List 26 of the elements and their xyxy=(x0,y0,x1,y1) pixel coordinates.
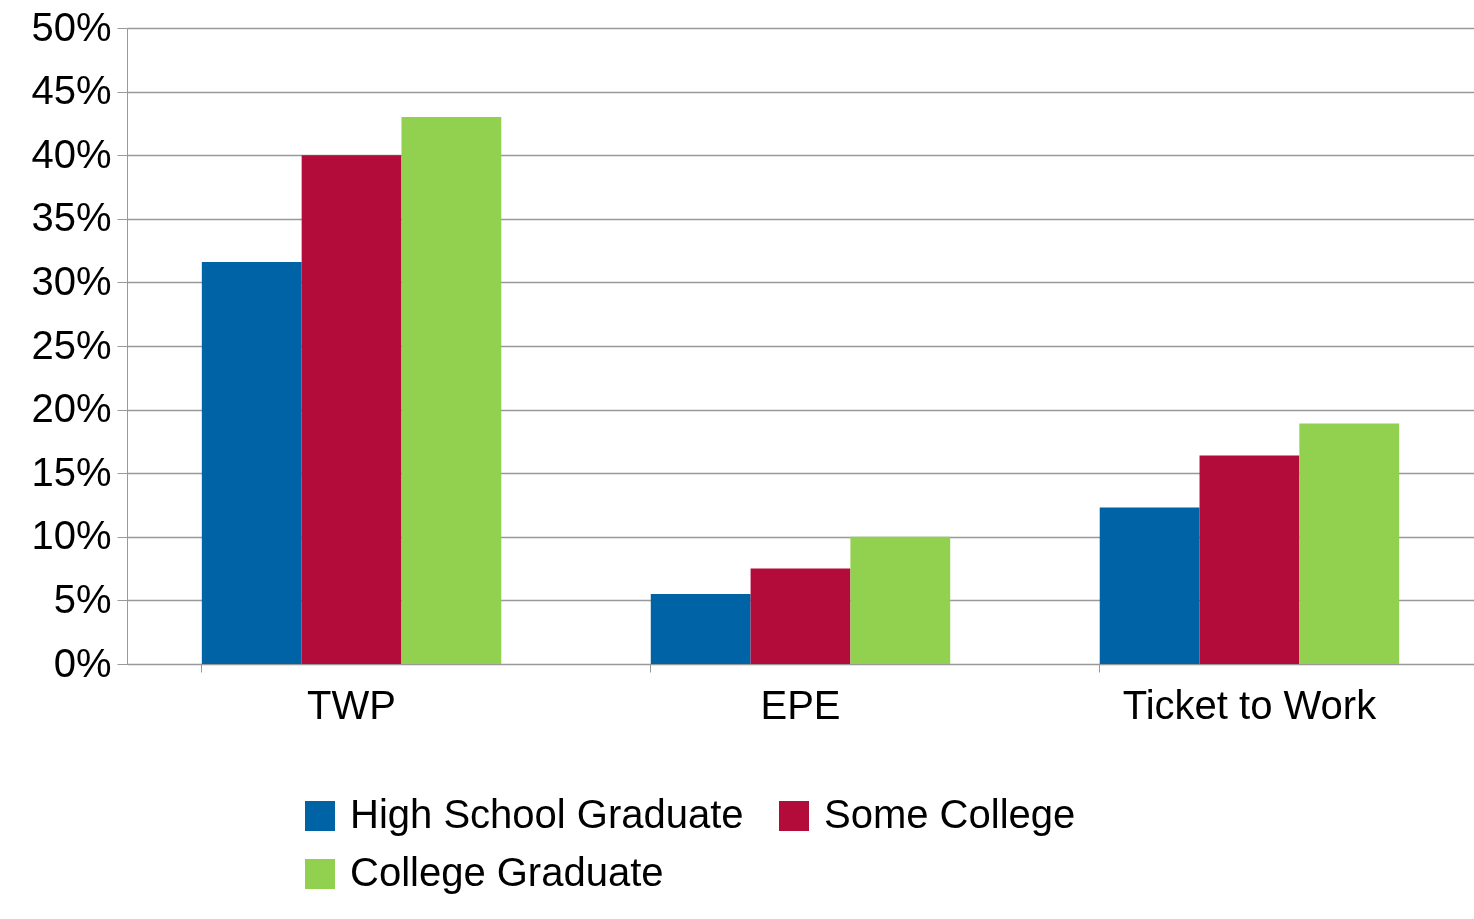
legend-label: High School Graduate xyxy=(350,792,744,836)
bar xyxy=(301,155,402,664)
bar xyxy=(1299,423,1400,664)
bar xyxy=(201,262,302,664)
x-tick-label: EPE xyxy=(760,682,841,727)
y-tick-label: 50% xyxy=(31,4,112,49)
bar xyxy=(1199,455,1300,664)
legend-label: Some College xyxy=(824,792,1076,836)
y-tick-label: 40% xyxy=(31,131,112,176)
y-tick-label: 5% xyxy=(53,576,112,621)
bar xyxy=(850,536,951,664)
y-tick-label: 35% xyxy=(31,195,112,240)
bar xyxy=(650,594,751,664)
y-tick-label: 30% xyxy=(31,258,112,303)
y-tick-label: 25% xyxy=(31,322,112,367)
bar xyxy=(1099,507,1200,664)
x-tick-label: Ticket to Work xyxy=(1122,682,1378,727)
bar xyxy=(401,117,502,664)
legend-label: College Graduate xyxy=(350,850,664,894)
y-tick-label: 20% xyxy=(31,386,112,431)
y-tick-label: 0% xyxy=(53,640,112,685)
y-tick-label: 15% xyxy=(31,449,112,494)
y-tick-label: 45% xyxy=(31,68,112,113)
y-tick-label: 10% xyxy=(31,513,112,558)
x-tick-label: TWP xyxy=(307,682,396,727)
bar xyxy=(750,568,851,664)
